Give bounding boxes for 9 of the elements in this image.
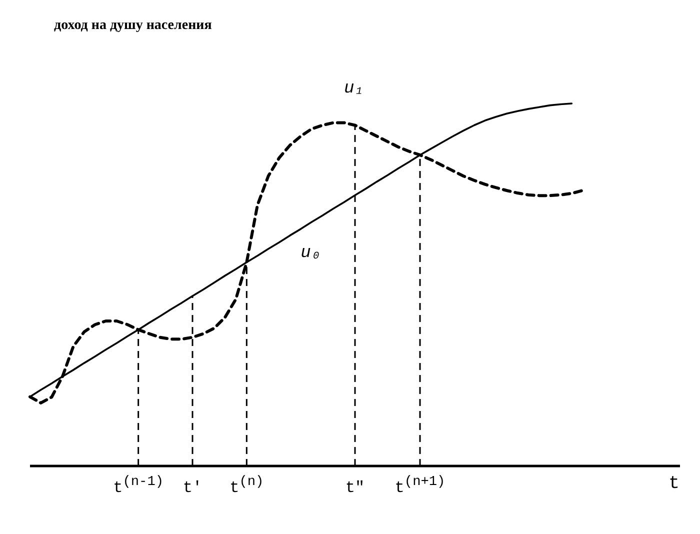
x-tick-label: t$^{(n-1)}$ <box>113 474 164 497</box>
x-axis-title: t <box>668 474 680 494</box>
x-tick-label: t$^{(n)}$ <box>230 474 264 497</box>
series-label: u₀ <box>300 244 322 263</box>
x-tick-label: t$^{(n+1)}$ <box>394 474 446 497</box>
x-tick-label: t" <box>345 479 365 497</box>
x-tick-label: t' <box>182 479 202 497</box>
text: доход на душу населения <box>54 18 212 34</box>
series-label: u₁ <box>344 80 364 99</box>
